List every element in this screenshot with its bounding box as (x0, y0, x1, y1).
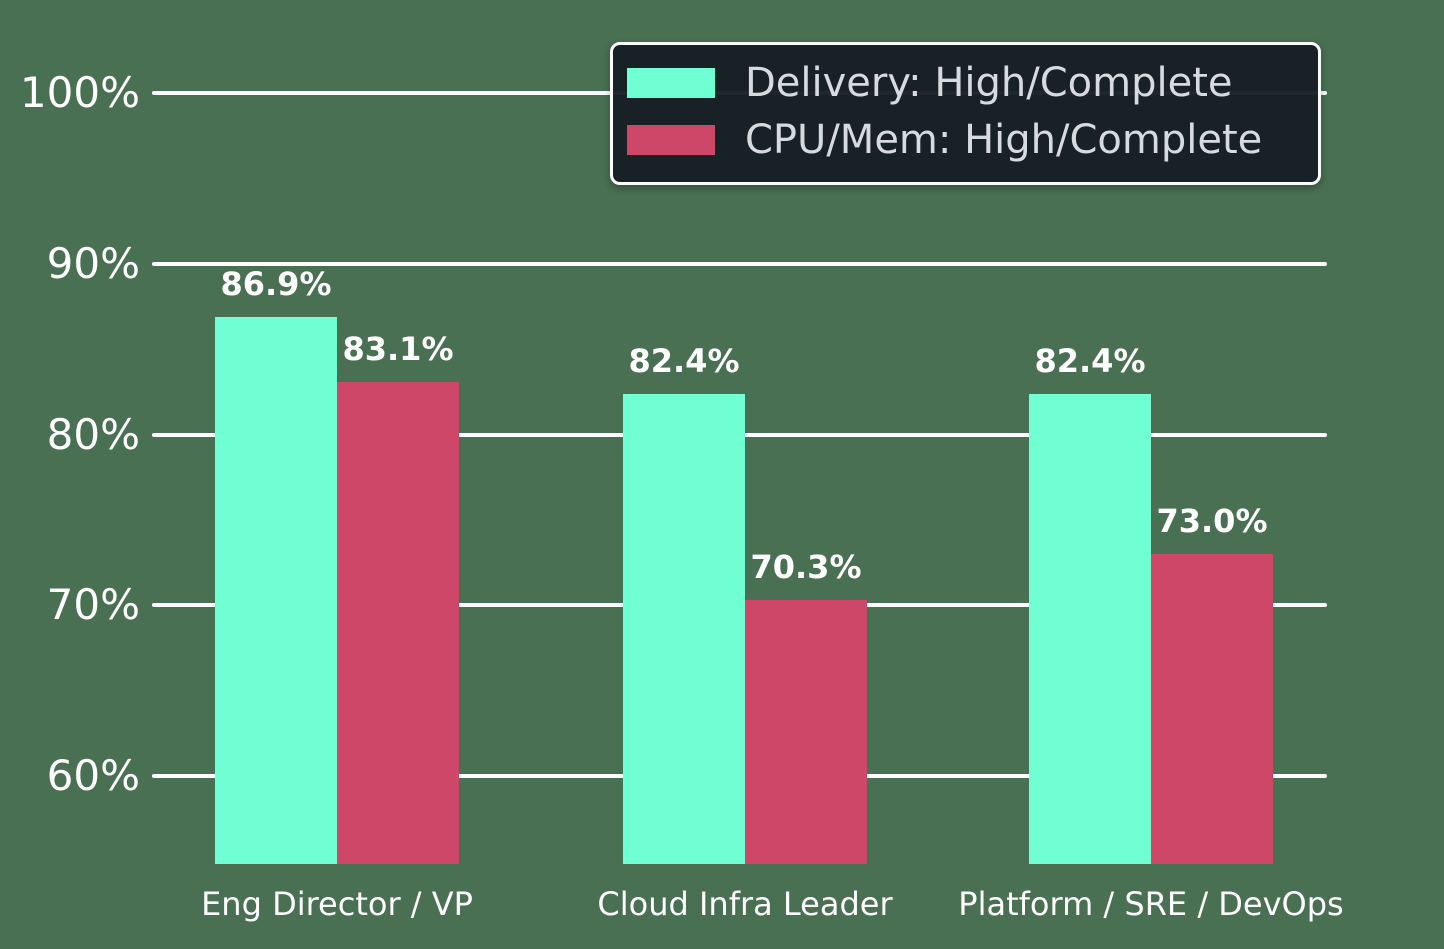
bar-value-label: 83.1% (342, 329, 454, 368)
y-tick-label: 70% (46, 580, 140, 630)
legend-item: CPU/Mem: High/Complete (627, 111, 1318, 168)
bar (337, 381, 459, 864)
bar-value-label: 70.3% (750, 548, 862, 587)
bar (623, 393, 745, 864)
bar (1151, 554, 1273, 864)
legend-color-swatch (627, 67, 715, 98)
y-tick-label: 90% (46, 238, 140, 288)
bar (215, 316, 337, 864)
bar-value-label: 82.4% (1034, 341, 1146, 380)
x-axis-label: Cloud Infra Leader (597, 885, 893, 923)
bar (1029, 393, 1151, 864)
legend-label: CPU/Mem: High/Complete (745, 116, 1263, 163)
x-axis-label: Platform / SRE / DevOps (958, 885, 1344, 923)
chart-legend: Delivery: High/Complete CPU/Mem: High/Com… (610, 42, 1321, 185)
legend-item: Delivery: High/Complete (627, 54, 1318, 111)
gridline (152, 261, 1327, 266)
bar-value-label: 73.0% (1156, 502, 1268, 541)
legend-color-swatch (627, 124, 715, 155)
y-tick-label: 100% (19, 68, 140, 117)
legend-label: Delivery: High/Complete (745, 59, 1233, 106)
bar-value-label: 86.9% (220, 264, 332, 303)
bar-value-label: 82.4% (628, 341, 740, 380)
y-tick-label: 60% (46, 751, 140, 800)
x-axis-label: Eng Director / VP (201, 885, 473, 923)
bar (745, 600, 867, 864)
y-tick-label: 80% (46, 409, 140, 459)
